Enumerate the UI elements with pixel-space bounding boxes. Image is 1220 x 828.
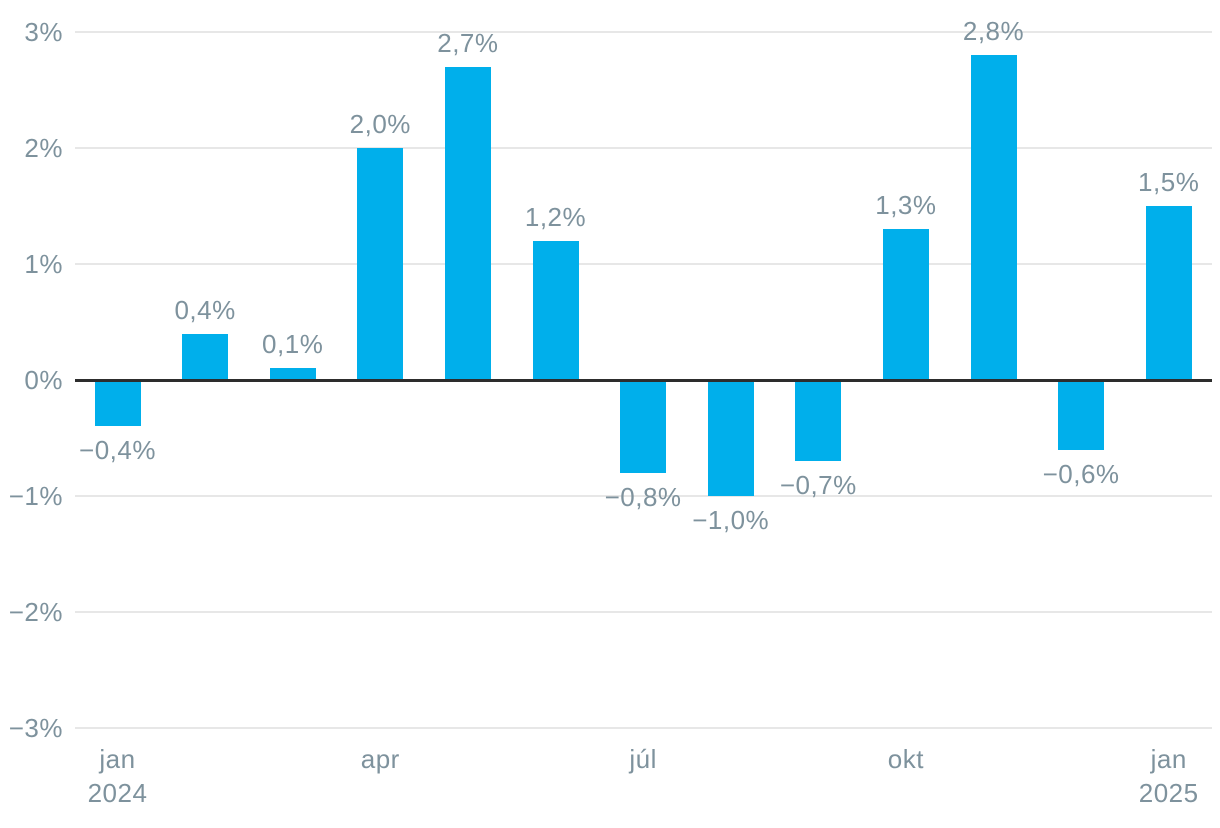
x-tick-year: 2024 [87, 778, 148, 808]
bar-value-label: 2,0% [349, 109, 411, 139]
bar [357, 148, 404, 380]
zero-axis-line [75, 378, 1212, 382]
bar-value-label: 0,4% [174, 295, 236, 325]
bar [707, 380, 754, 496]
gridline [75, 147, 1212, 149]
bar-value-label: 1,5% [1138, 167, 1200, 197]
bar [882, 229, 929, 380]
bar-value-label: −0,8% [604, 482, 682, 512]
bar [444, 67, 491, 380]
x-tick-year: 2025 [1138, 778, 1199, 808]
x-tick-month: apr [360, 744, 400, 774]
y-axis-tick-label: 0% [24, 365, 63, 395]
y-axis-tick-label: −1% [8, 481, 63, 511]
x-axis-tick-label: júl [573, 742, 713, 776]
bar [182, 334, 229, 380]
x-axis-tick-label: jan 2024 [48, 742, 188, 810]
bar-value-label: 2,8% [962, 16, 1025, 46]
gridline [75, 611, 1212, 613]
x-tick-month: jan [1150, 744, 1187, 774]
y-axis-tick-label: −2% [8, 597, 63, 627]
x-tick-month: júl [629, 744, 657, 774]
bar-value-label: 2,7% [437, 28, 499, 58]
bar-value-label: 0,1% [262, 329, 324, 359]
bar [1145, 206, 1192, 380]
y-axis-tick-label: 2% [24, 133, 63, 163]
x-axis-tick-label: apr [310, 742, 450, 776]
y-axis-tick-label: −3% [8, 713, 63, 743]
x-axis-tick-label: okt [836, 742, 976, 776]
bar [269, 368, 316, 380]
bar [532, 241, 579, 380]
bar [1058, 380, 1105, 450]
gridline [75, 263, 1212, 265]
bar [620, 380, 667, 473]
bar-value-label: −1,0% [692, 505, 770, 535]
bar-value-label: 1,3% [875, 190, 937, 220]
bar-value-label: −0,6% [1042, 459, 1120, 489]
bar [94, 380, 141, 426]
x-tick-month: jan [99, 744, 136, 774]
x-axis-tick-label: jan 2025 [1099, 742, 1220, 810]
y-axis-tick-label: 3% [24, 17, 63, 47]
y-axis-tick-label: 1% [24, 249, 63, 279]
bar [970, 55, 1017, 380]
gridline [75, 31, 1212, 33]
bar-value-label: −0,4% [79, 435, 156, 465]
bar-value-label: −0,7% [779, 470, 857, 500]
gridline [75, 727, 1212, 729]
bar [795, 380, 842, 461]
gridline [75, 495, 1212, 497]
x-tick-month: okt [887, 744, 924, 774]
bar-value-label: 1,2% [524, 202, 587, 232]
